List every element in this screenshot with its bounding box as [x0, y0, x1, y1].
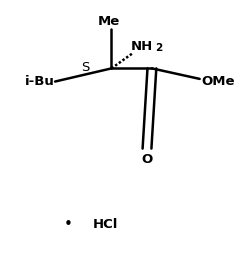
Text: O: O	[141, 153, 153, 165]
Text: OMe: OMe	[201, 75, 234, 88]
Text: •: •	[64, 217, 73, 232]
Text: 2: 2	[156, 43, 163, 53]
Text: i-Bu: i-Bu	[24, 75, 54, 88]
Text: HCl: HCl	[93, 218, 119, 231]
Text: NH: NH	[131, 40, 153, 53]
Text: Me: Me	[98, 15, 120, 28]
Text: S: S	[81, 60, 89, 74]
